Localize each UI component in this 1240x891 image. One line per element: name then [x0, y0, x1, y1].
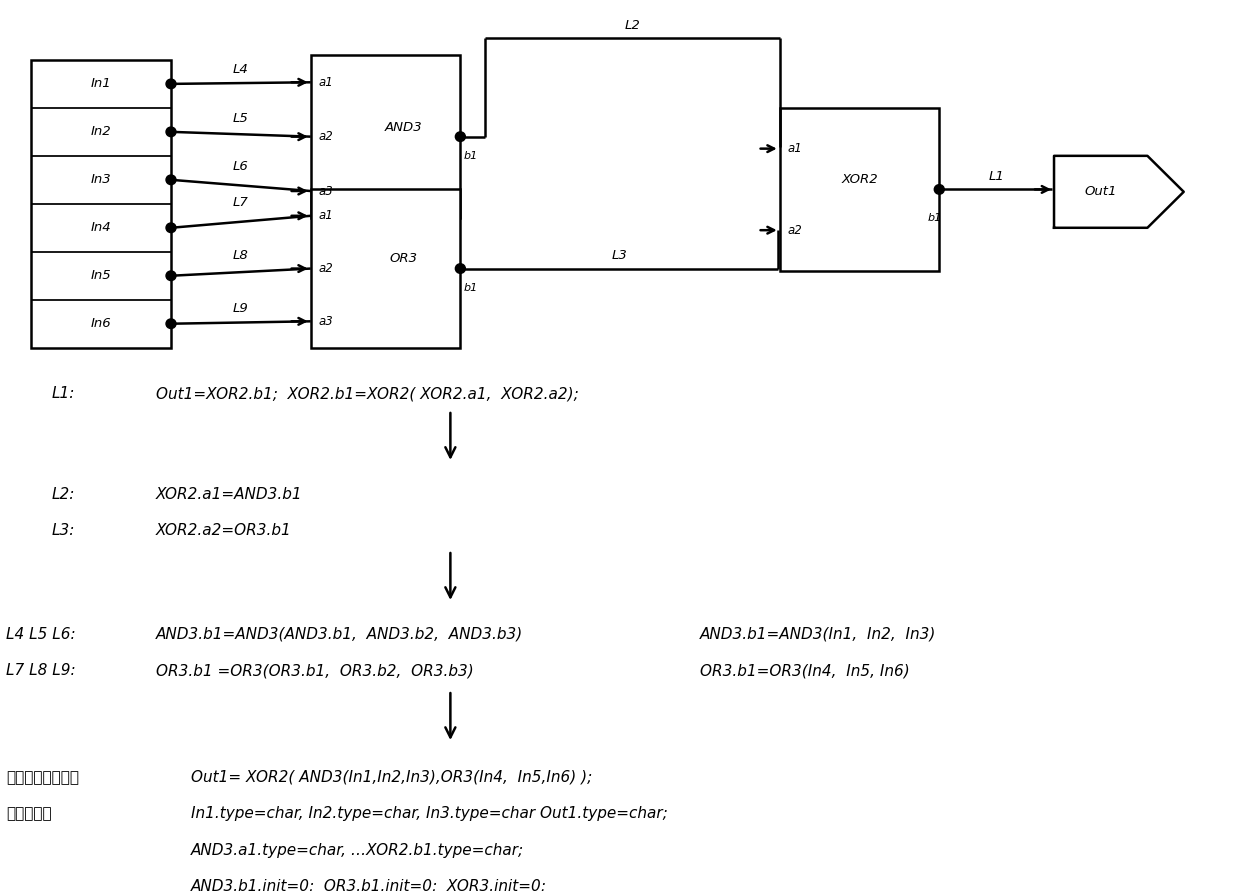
- Text: OR3.b1 =OR3(OR3.b1,  OR3.b2,  OR3.b3): OR3.b1 =OR3(OR3.b1, OR3.b2, OR3.b3): [156, 663, 474, 678]
- Text: L3:: L3:: [51, 523, 74, 538]
- Text: OR3: OR3: [389, 252, 418, 266]
- Text: L8: L8: [233, 249, 249, 262]
- Text: a2: a2: [319, 262, 334, 275]
- Text: AND3.b1.init=0;  OR3.b1.init=0;  XOR3.init=0;: AND3.b1.init=0; OR3.b1.init=0; XOR3.init…: [191, 879, 547, 891]
- Text: 输出计算表达式：: 输出计算表达式：: [6, 770, 79, 785]
- Circle shape: [455, 264, 465, 274]
- Circle shape: [166, 175, 176, 184]
- Text: L3: L3: [613, 249, 627, 262]
- Text: In6: In6: [91, 317, 112, 331]
- Text: L7 L8 L9:: L7 L8 L9:: [6, 663, 76, 678]
- Text: a3: a3: [319, 315, 334, 328]
- Text: L2:: L2:: [51, 486, 74, 502]
- Text: In1.type=char, In2.type=char, In3.type=char Out1.type=char;: In1.type=char, In2.type=char, In3.type=c…: [191, 806, 667, 822]
- Text: a2: a2: [787, 224, 802, 237]
- Circle shape: [166, 79, 176, 89]
- Text: L1:: L1:: [51, 386, 74, 401]
- Text: XOR2: XOR2: [841, 174, 878, 186]
- Text: L2: L2: [625, 19, 640, 32]
- Text: Out1= XOR2( AND3(In1,In2,In3),OR3(In4,  In5,In6) );: Out1= XOR2( AND3(In1,In2,In3),OR3(In4, I…: [191, 770, 593, 785]
- Text: b1: b1: [464, 151, 477, 161]
- Text: L4: L4: [233, 62, 249, 76]
- Text: Out1=XOR2.b1;  XOR2.b1=XOR2( XOR2.a1,  XOR2.a2);: Out1=XOR2.b1; XOR2.b1=XOR2( XOR2.a1, XOR…: [156, 386, 579, 401]
- Text: In4: In4: [91, 221, 112, 234]
- Circle shape: [166, 319, 176, 329]
- Text: In3: In3: [91, 174, 112, 186]
- Text: b1: b1: [928, 214, 941, 224]
- Text: AND3.a1.type=char, …XOR2.b1.type=char;: AND3.a1.type=char, …XOR2.b1.type=char;: [191, 843, 525, 858]
- Text: OR3.b1=OR3(In4,  In5, In6): OR3.b1=OR3(In4, In5, In6): [699, 663, 910, 678]
- Text: AND3: AND3: [384, 120, 423, 134]
- Text: XOR2.a2=OR3.b1: XOR2.a2=OR3.b1: [156, 523, 291, 538]
- Text: In1: In1: [91, 78, 112, 90]
- Text: a2: a2: [319, 130, 334, 143]
- Text: L9: L9: [233, 301, 249, 315]
- Text: L4 L5 L6:: L4 L5 L6:: [6, 627, 76, 642]
- Text: a3: a3: [319, 184, 334, 198]
- Text: XOR2.a1=AND3.b1: XOR2.a1=AND3.b1: [156, 486, 303, 502]
- Text: a1: a1: [787, 143, 802, 155]
- Text: L6: L6: [233, 160, 249, 173]
- Circle shape: [166, 223, 176, 233]
- Text: In2: In2: [91, 126, 112, 138]
- Circle shape: [934, 184, 945, 194]
- Text: L5: L5: [233, 112, 249, 125]
- Text: AND3.b1=AND3(AND3.b1,  AND3.b2,  AND3.b3): AND3.b1=AND3(AND3.b1, AND3.b2, AND3.b3): [156, 627, 523, 642]
- Text: L7: L7: [233, 196, 249, 209]
- Text: b1: b1: [464, 283, 477, 293]
- Text: 辅助信息：: 辅助信息：: [6, 806, 52, 822]
- Text: Out1: Out1: [1085, 185, 1117, 199]
- Bar: [780, 108, 939, 271]
- Text: L1: L1: [988, 169, 1004, 183]
- Bar: [31, 60, 171, 347]
- Circle shape: [166, 271, 176, 281]
- Bar: [311, 55, 460, 218]
- Text: AND3.b1=AND3(In1,  In2,  In3): AND3.b1=AND3(In1, In2, In3): [699, 627, 936, 642]
- Circle shape: [455, 132, 465, 142]
- Circle shape: [166, 127, 176, 136]
- Bar: [311, 190, 460, 347]
- Text: a1: a1: [319, 76, 334, 89]
- Polygon shape: [1054, 156, 1184, 228]
- Text: a1: a1: [319, 209, 334, 222]
- Text: In5: In5: [91, 269, 112, 282]
